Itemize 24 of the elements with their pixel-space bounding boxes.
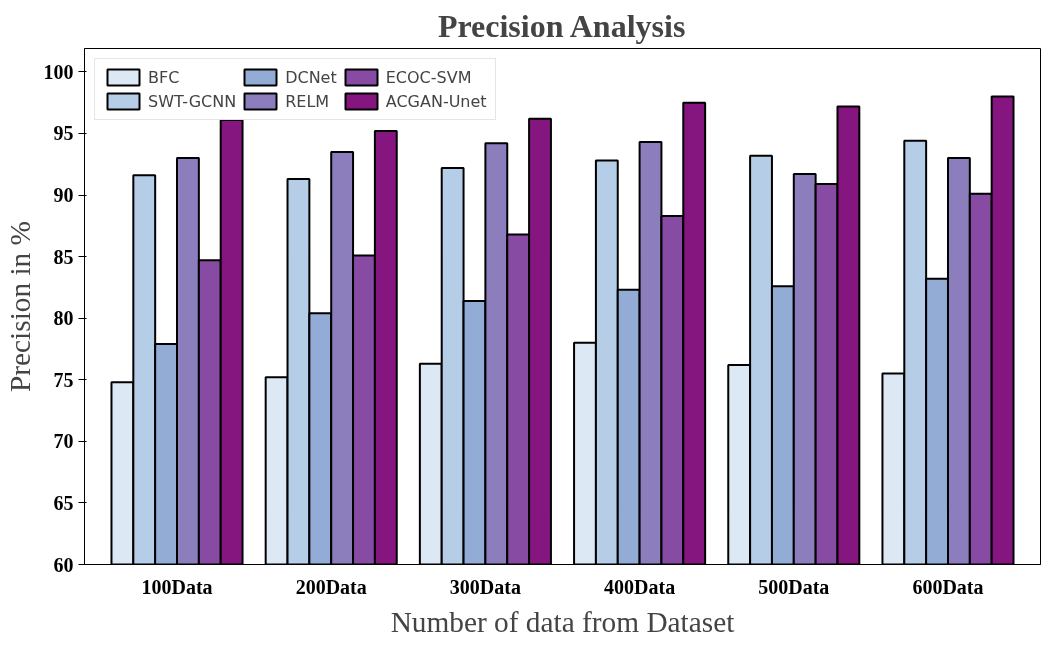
x-tick-label: 400Data [604, 575, 676, 598]
x-tick-label: 300Data [449, 575, 521, 598]
legend-label: SWT-GCNN [148, 91, 237, 111]
y-tick-label: 90 [53, 184, 74, 207]
legend-label: DCNet [285, 67, 337, 87]
y-tick-label: 70 [53, 430, 74, 453]
y-tick-label: 100 [43, 60, 74, 83]
x-tick-label: 200Data [295, 575, 367, 598]
y-tick-label: 85 [53, 245, 74, 268]
y-tick-label: 80 [53, 307, 74, 330]
x-axis-title: Number of data from Dataset [390, 605, 735, 638]
y-axis-title: Precision in % [3, 220, 36, 393]
y-tick-label: 95 [53, 122, 74, 145]
legend-label: RELM [285, 91, 330, 111]
y-tick-label: 75 [53, 368, 74, 391]
x-tick-label: 600Data [912, 575, 984, 598]
legend-label: ECOC-SVM [385, 67, 472, 87]
chart-title: Precision Analysis [437, 7, 686, 44]
y-tick-label: 60 [53, 553, 74, 576]
legend-label: BFC [148, 67, 180, 87]
x-tick-label: 500Data [758, 575, 830, 598]
x-tick-label: 100Data [141, 575, 213, 598]
y-tick-label: 65 [53, 491, 74, 514]
legend-label: ACGAN-Unet [385, 91, 487, 111]
